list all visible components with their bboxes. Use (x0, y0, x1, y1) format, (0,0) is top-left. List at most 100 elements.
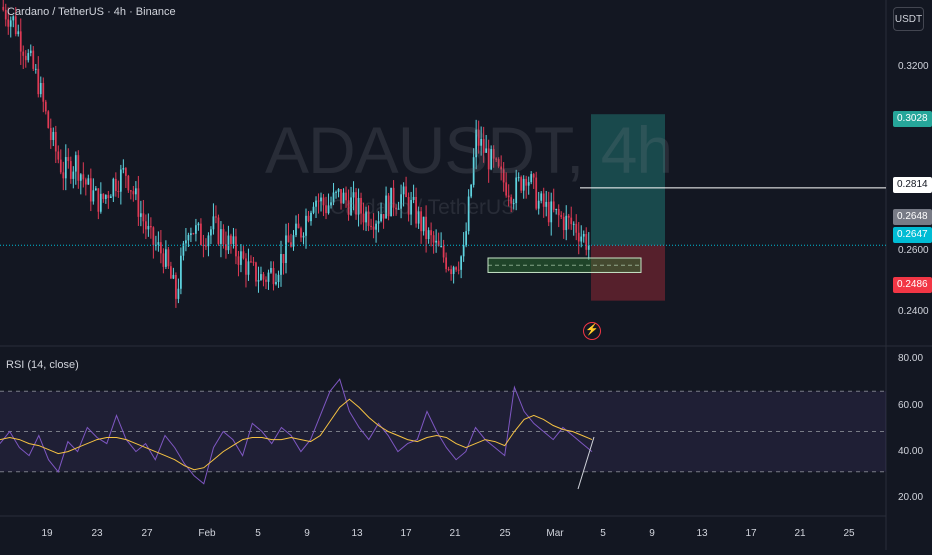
candle-body (435, 240, 437, 243)
candle-body (345, 192, 347, 201)
candle-body (385, 195, 387, 219)
candle-body (307, 215, 310, 222)
candle-body (49, 127, 52, 141)
lightning-bolt-icon[interactable]: ⚡ (583, 322, 601, 340)
candle-body (317, 200, 320, 202)
time-label: 9 (649, 528, 655, 539)
candle-body (287, 235, 290, 243)
candle-body (94, 188, 97, 191)
candle-body (425, 216, 427, 240)
candle-body (84, 179, 87, 185)
candle-body (500, 166, 503, 170)
price-label: 0.2400 (898, 306, 929, 317)
candle-body (237, 256, 240, 265)
candle-body (342, 192, 345, 204)
candle-body (165, 249, 167, 267)
candle-body (200, 223, 202, 245)
candle-body (482, 138, 485, 153)
candle-body (99, 193, 102, 212)
candle-body (150, 226, 152, 228)
candle-body (452, 267, 455, 275)
candle-body (139, 213, 142, 217)
candle-body (69, 161, 72, 179)
candle-body (427, 230, 430, 240)
candle-body (37, 68, 40, 95)
candle-body (107, 195, 110, 198)
symbol-title[interactable]: Cardano / TetherUS · 4h · Binance (7, 6, 176, 18)
candle-body (562, 216, 565, 231)
candle-body (72, 171, 75, 179)
position-stop-zone (591, 245, 665, 301)
candle-body (422, 216, 425, 232)
candle-body (347, 200, 350, 215)
candle-body (365, 211, 367, 223)
candle-body (67, 157, 70, 162)
time-label: 17 (400, 528, 412, 539)
rsi-trendline (577, 436, 595, 490)
candle-body (185, 240, 187, 244)
candle-body (247, 261, 250, 275)
candle-body (197, 223, 200, 226)
candle-body (335, 191, 337, 193)
candle-body (280, 253, 282, 275)
candle-body (387, 195, 390, 217)
candle-body (212, 216, 215, 230)
candle-body (14, 16, 17, 35)
candle-body (537, 200, 540, 209)
candle-body (530, 174, 533, 183)
candle-body (362, 213, 365, 223)
candle-body (157, 242, 160, 245)
candle-body (572, 223, 575, 225)
candle-body (282, 253, 285, 264)
candle-body (367, 211, 370, 226)
candle-body (312, 206, 315, 213)
candle-body (162, 253, 165, 267)
candle-body (382, 214, 385, 219)
rsi-axis-label: 80.00 (898, 353, 924, 364)
candle-body (372, 226, 375, 230)
candle-body (352, 192, 355, 198)
rsi-title[interactable]: RSI (14, close) (6, 359, 79, 371)
time-label: 9 (304, 528, 310, 539)
candle-body (255, 262, 257, 282)
candle-body (97, 188, 100, 212)
candle-body (470, 184, 473, 197)
candle-body (57, 151, 60, 160)
candle-body (177, 288, 180, 299)
candle-body (27, 53, 30, 61)
candle-body (575, 223, 578, 233)
candle-body (512, 203, 515, 205)
candle-body (24, 55, 27, 61)
candle-body (450, 269, 453, 275)
candle-body (350, 197, 352, 215)
rsi-ma-line (0, 398, 593, 471)
candle-body (340, 189, 342, 204)
currency-button[interactable]: USDT (893, 7, 924, 31)
rsi-axis-label: 40.00 (898, 446, 924, 457)
candle-body (52, 131, 55, 141)
candle-body (442, 245, 445, 258)
candle-body (34, 68, 37, 70)
time-label: 19 (41, 528, 53, 539)
candle-body (92, 190, 95, 202)
position-target-zone (591, 114, 665, 246)
candle-body (62, 172, 65, 179)
time-label: Feb (198, 528, 216, 539)
time-label: 25 (843, 528, 855, 539)
candle-body (447, 269, 450, 271)
candle-body (380, 214, 382, 222)
candle-body (467, 196, 470, 232)
candle-body (227, 235, 230, 251)
watermark-symbol: ADAUSDT, 4h (265, 113, 673, 187)
stop-price-tag: 0.2486 (893, 277, 932, 293)
candle-body (415, 196, 417, 224)
candle-body (17, 31, 20, 35)
candle-body (560, 215, 563, 217)
candle-body (180, 255, 182, 289)
candle-body (39, 82, 42, 95)
candle-body (132, 191, 135, 195)
candle-body (297, 223, 300, 229)
candle-body (475, 129, 478, 158)
